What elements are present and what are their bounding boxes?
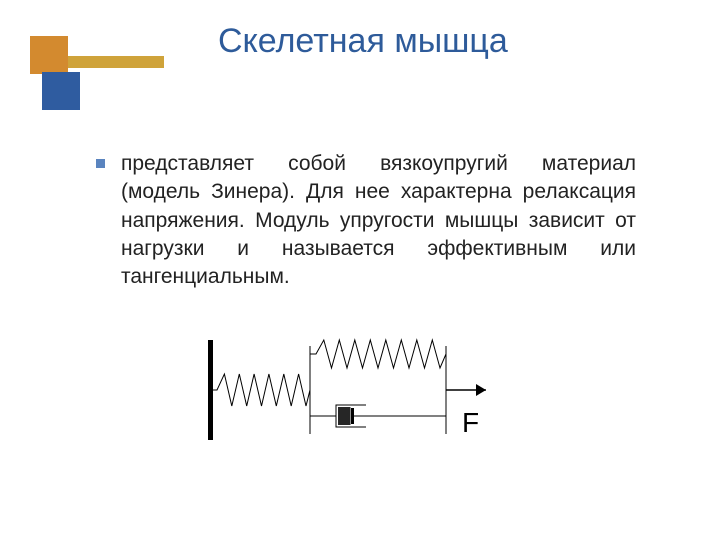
slide: Скелетная мышца представляет собой вязко… [0,0,720,540]
diagram-svg: F [200,330,490,460]
deco-blue-square [42,72,80,110]
deco-orange-square [30,36,68,74]
force-label: F [462,407,479,438]
deco-gold-bar [68,56,164,68]
body-block: представляет собой вязкоупругий материал… [96,150,636,292]
bullet-square-icon [96,159,105,168]
slide-title: Скелетная мышца [218,22,508,61]
bullet-row: представляет собой вязкоупругий материал… [96,150,636,292]
zener-model-diagram: F [200,330,490,460]
body-text: представляет собой вязкоупругий материал… [121,150,636,292]
